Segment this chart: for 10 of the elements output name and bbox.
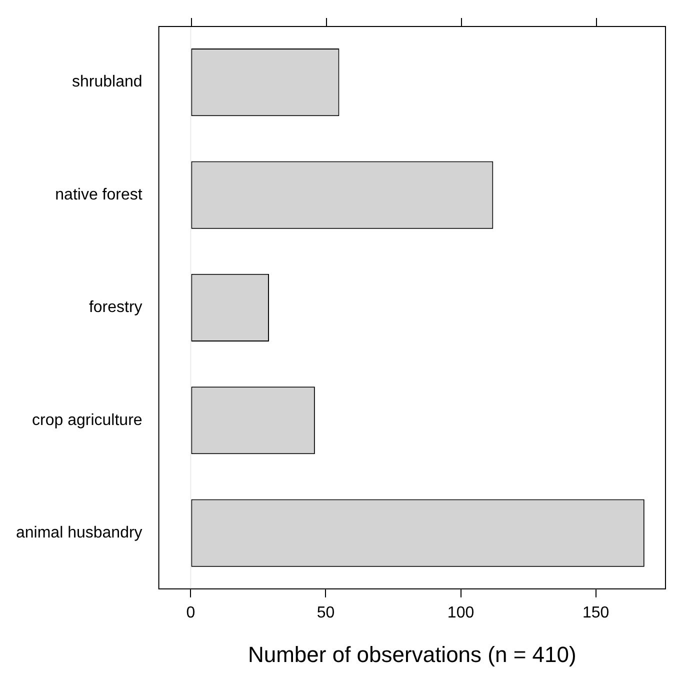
y-tick-label: native forest (55, 186, 143, 204)
x-tick-label: 0 (186, 604, 196, 622)
y-tick-label: forestry (88, 299, 142, 316)
y-tick-label: animal husbandry (16, 524, 142, 542)
x-tick-label: 50 (316, 604, 335, 622)
x-tick-label: 100 (447, 604, 474, 622)
y-tick-label: shrubland (72, 74, 142, 91)
x-tick-label: 150 (582, 604, 610, 622)
y-tick-label: crop agriculture (32, 412, 142, 429)
x-axis-title: Number of observations (n = 410) (248, 642, 576, 667)
